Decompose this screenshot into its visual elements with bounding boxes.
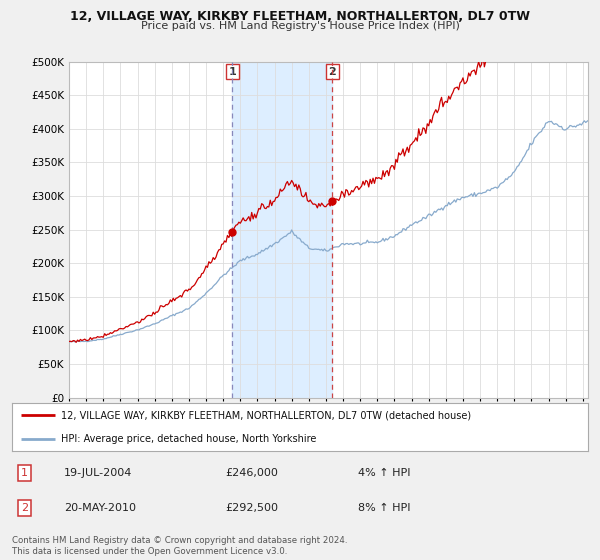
Text: 4% ↑ HPI: 4% ↑ HPI <box>358 468 410 478</box>
Text: 1: 1 <box>229 67 236 77</box>
Text: This data is licensed under the Open Government Licence v3.0.: This data is licensed under the Open Gov… <box>12 547 287 556</box>
Text: 20-MAY-2010: 20-MAY-2010 <box>64 503 136 514</box>
Text: Price paid vs. HM Land Registry's House Price Index (HPI): Price paid vs. HM Land Registry's House … <box>140 21 460 31</box>
Text: 8% ↑ HPI: 8% ↑ HPI <box>358 503 410 514</box>
Text: 1: 1 <box>21 468 28 478</box>
Text: 12, VILLAGE WAY, KIRKBY FLEETHAM, NORTHALLERTON, DL7 0TW: 12, VILLAGE WAY, KIRKBY FLEETHAM, NORTHA… <box>70 10 530 23</box>
Text: 12, VILLAGE WAY, KIRKBY FLEETHAM, NORTHALLERTON, DL7 0TW (detached house): 12, VILLAGE WAY, KIRKBY FLEETHAM, NORTHA… <box>61 410 471 420</box>
Text: Contains HM Land Registry data © Crown copyright and database right 2024.: Contains HM Land Registry data © Crown c… <box>12 536 347 545</box>
Bar <box>232 62 332 398</box>
Text: £292,500: £292,500 <box>225 503 278 514</box>
Text: £246,000: £246,000 <box>225 468 278 478</box>
Text: HPI: Average price, detached house, North Yorkshire: HPI: Average price, detached house, Nort… <box>61 434 316 444</box>
Text: 2: 2 <box>21 503 28 514</box>
Text: 19-JUL-2004: 19-JUL-2004 <box>64 468 132 478</box>
Text: 2: 2 <box>329 67 337 77</box>
